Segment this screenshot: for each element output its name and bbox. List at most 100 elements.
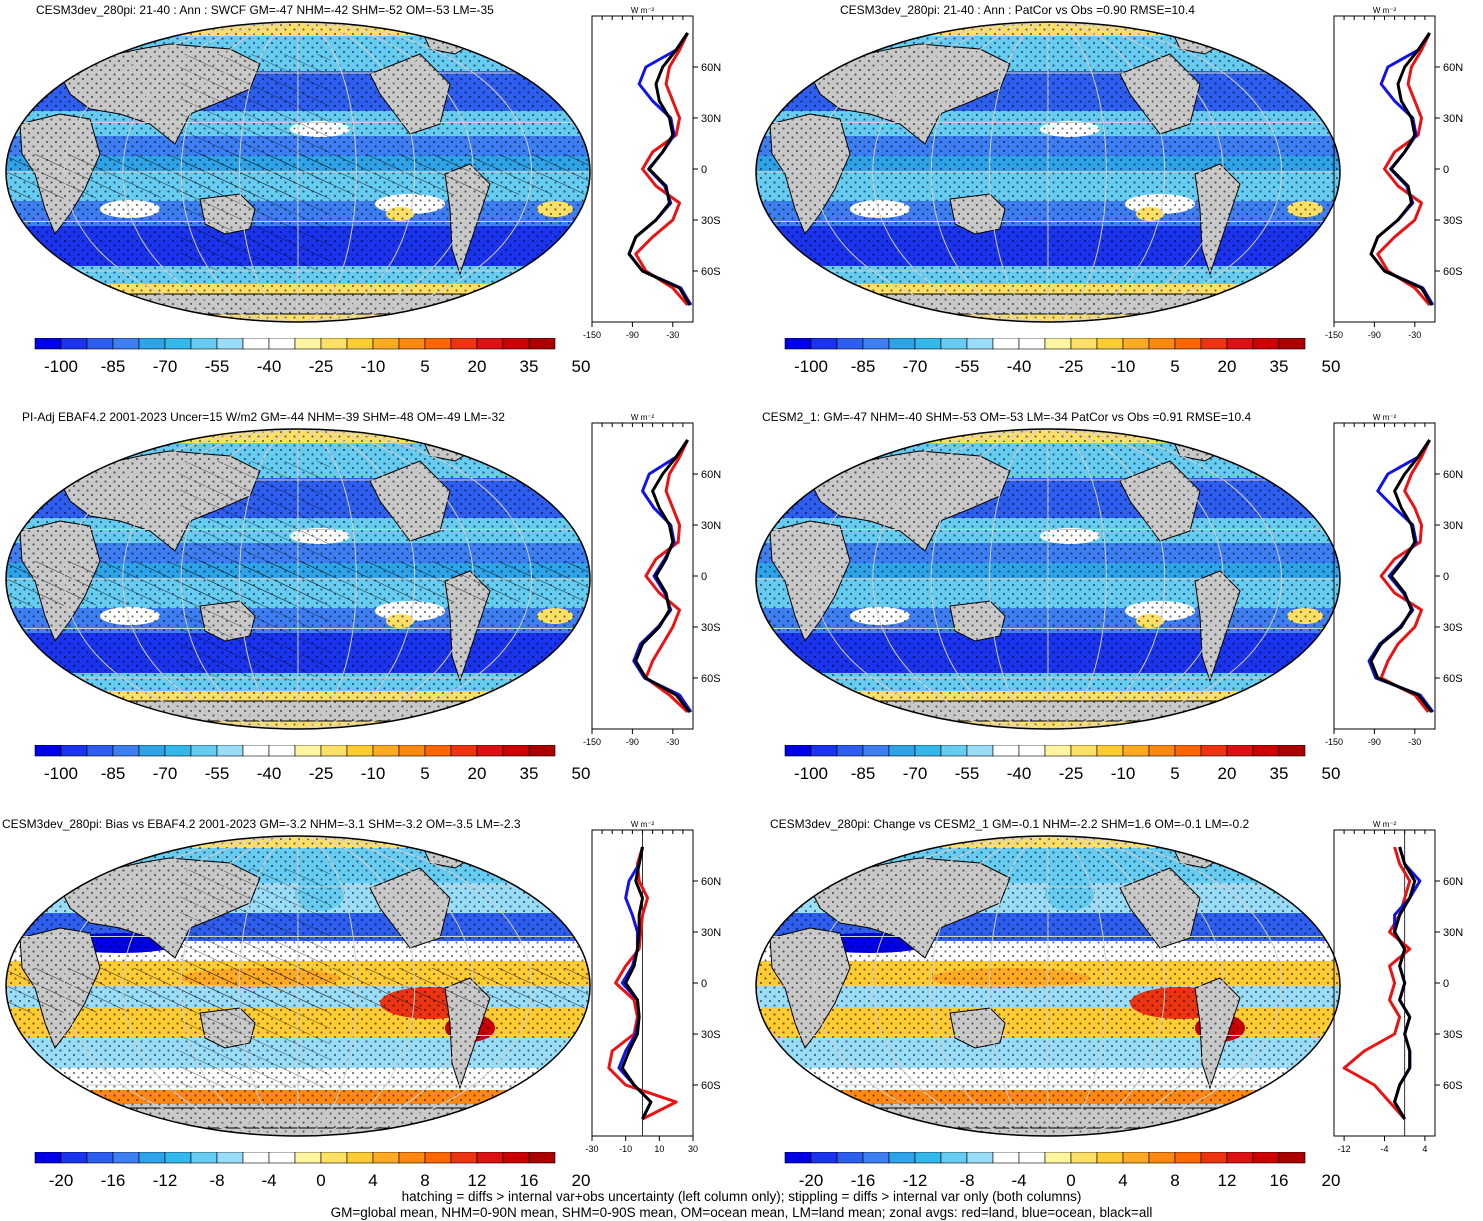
panel-title: CESM3dev_280pi: 21-40 : Ann : SWCF GM=-4… — [36, 3, 494, 17]
colorbar-swatch — [888, 745, 916, 757]
colorbar-tick-label: -40 — [1007, 357, 1032, 376]
zonal-x-label: -150 — [1325, 737, 1343, 747]
panel-3: PI-Adj EBAF4.2 2001-2023 Uncer=15 W/m2 G… — [0, 407, 741, 814]
colorbar-tick-label: -70 — [153, 357, 178, 376]
zonal-lat-label: 30N — [701, 927, 721, 939]
colorbar-swatch — [1122, 338, 1150, 350]
colorbar-swatch — [1148, 1152, 1176, 1164]
colorbar-tick-label: 0 — [1066, 1171, 1075, 1190]
zonal-mean-plot: W m⁻² 60N 30N 0 30S 60S -30 -10 10 30 — [585, 820, 721, 1154]
colorbar-swatch — [398, 338, 426, 350]
colorbar-swatch — [528, 338, 556, 350]
colorbar-tick-label: 20 — [572, 1171, 590, 1190]
colorbar-swatch — [1200, 338, 1228, 350]
colorbar-swatch — [914, 745, 942, 757]
colorbar-swatch — [784, 745, 812, 757]
colorbar-tick-label: -8 — [959, 1171, 974, 1190]
world-map — [755, 835, 1341, 1137]
colorbar-swatch — [190, 745, 218, 757]
colorbar-swatch — [346, 745, 374, 757]
zonal-lat-label: 30N — [1443, 113, 1463, 125]
colorbar-tick-label: 0 — [316, 1171, 325, 1190]
panel-title: CESM2_1: GM=-47 NHM=-40 SHM=-53 OM=-53 L… — [762, 410, 1252, 424]
colorbar-tick-label: -25 — [309, 357, 334, 376]
colorbar-tick-label: 4 — [368, 1171, 377, 1190]
colorbar-swatch — [1096, 745, 1124, 757]
colorbar-swatch — [138, 745, 166, 757]
colorbar-tick-label: -4 — [1011, 1171, 1026, 1190]
colorbar-swatch — [424, 1152, 452, 1164]
colorbar-swatch — [372, 338, 400, 350]
map-border — [755, 835, 1341, 1137]
colorbar: -100 -85 -70 -55 -40 -25 -10 5 20 35 50 — [784, 745, 1340, 783]
colorbar-tick-label: 50 — [572, 357, 590, 376]
colorbar-tick-label: -25 — [309, 764, 334, 783]
colorbar-swatch — [836, 338, 864, 350]
footer-note-1: hatching = diffs > internal var+obs unce… — [401, 1189, 1082, 1204]
zonal-x-label: 10 — [654, 1144, 664, 1154]
zonal-units: W m⁻² — [1373, 413, 1397, 422]
zonal-x-label: -90 — [626, 737, 639, 747]
zonal-series-land — [607, 846, 678, 1121]
colorbar-swatch — [398, 745, 426, 757]
colorbar-swatch — [1148, 745, 1176, 757]
colorbar-swatch — [1148, 338, 1176, 350]
colorbar-swatch — [112, 338, 140, 350]
zonal-frame — [1333, 829, 1436, 1137]
colorbar-swatch — [1122, 745, 1150, 757]
colorbar-swatch — [112, 745, 140, 757]
zonal-series-ocean — [632, 439, 693, 713]
colorbar-swatch — [966, 745, 994, 757]
zonal-lat-label: 30S — [701, 622, 721, 634]
zonal-x-label: -30 — [1408, 330, 1421, 340]
colorbar-tick-label: 5 — [1170, 764, 1179, 783]
colorbar-swatch — [320, 745, 348, 757]
colorbar-swatch — [164, 338, 192, 350]
colorbar-swatch — [1122, 1152, 1150, 1164]
colorbar-tick-label: 20 — [468, 764, 487, 783]
colorbar-swatch — [268, 338, 296, 350]
colorbar-tick-label: -25 — [1059, 357, 1084, 376]
world-map — [5, 835, 591, 1137]
zonal-units: W m⁻² — [631, 413, 655, 422]
colorbar-swatch — [60, 745, 88, 757]
zonal-mean-plot: W m⁻² 60N 30N 0 30S 60S -150 -90 -30 — [583, 6, 721, 340]
colorbar: -100 -85 -70 -55 -40 -25 -10 5 20 35 50 — [34, 745, 590, 783]
colorbar-swatch — [1018, 338, 1046, 350]
zonal-lat-label: 60N — [701, 62, 721, 74]
colorbar-swatch — [190, 338, 218, 350]
zonal-series-land — [644, 439, 689, 714]
colorbar-tick-label: -4 — [261, 1171, 276, 1190]
colorbar-swatch — [528, 745, 556, 757]
zonal-x-label: -150 — [583, 737, 601, 747]
colorbar-tick-label: -100 — [44, 357, 78, 376]
colorbar-swatch — [940, 338, 968, 350]
colorbar-swatch — [268, 745, 296, 757]
zonal-x-label: -150 — [583, 330, 601, 340]
zonal-x-label: -30 — [585, 1144, 598, 1154]
hatching — [180, 54, 330, 274]
colorbar-tick-label: -100 — [794, 764, 828, 783]
map-border — [755, 21, 1341, 323]
zonal-series-all — [1393, 846, 1417, 1120]
colorbar-swatch — [164, 745, 192, 757]
colorbar-swatch — [1174, 1152, 1202, 1164]
colorbar-swatch — [112, 1152, 140, 1164]
panel-2: CESM3dev_280pi: 21-40 : Ann : PatCor vs … — [742, 0, 1483, 407]
zonal-frame — [591, 422, 694, 730]
colorbar-tick-label: 20 — [468, 357, 487, 376]
zonal-x-label: -30 — [666, 330, 679, 340]
colorbar-swatch — [398, 1152, 426, 1164]
zonal-x-label: -30 — [666, 737, 679, 747]
zonal-lat-label: 30S — [1443, 215, 1463, 227]
zonal-lat-label: 30N — [701, 520, 721, 532]
panel-title: CESM3dev_280pi: Change vs CESM2_1 GM=-0.… — [770, 817, 1250, 831]
world-map — [5, 428, 591, 730]
colorbar-swatch — [1252, 338, 1280, 350]
colorbar-tick-label: -40 — [257, 764, 282, 783]
colorbar-tick-label: -40 — [257, 357, 282, 376]
colorbar-tick-label: 35 — [520, 764, 539, 783]
colorbar-tick-label: -40 — [1007, 764, 1032, 783]
colorbar: -20 -16 -12 -8 -4 0 4 8 12 16 20 — [784, 1152, 1340, 1190]
zonal-lat-label: 60N — [701, 876, 721, 888]
